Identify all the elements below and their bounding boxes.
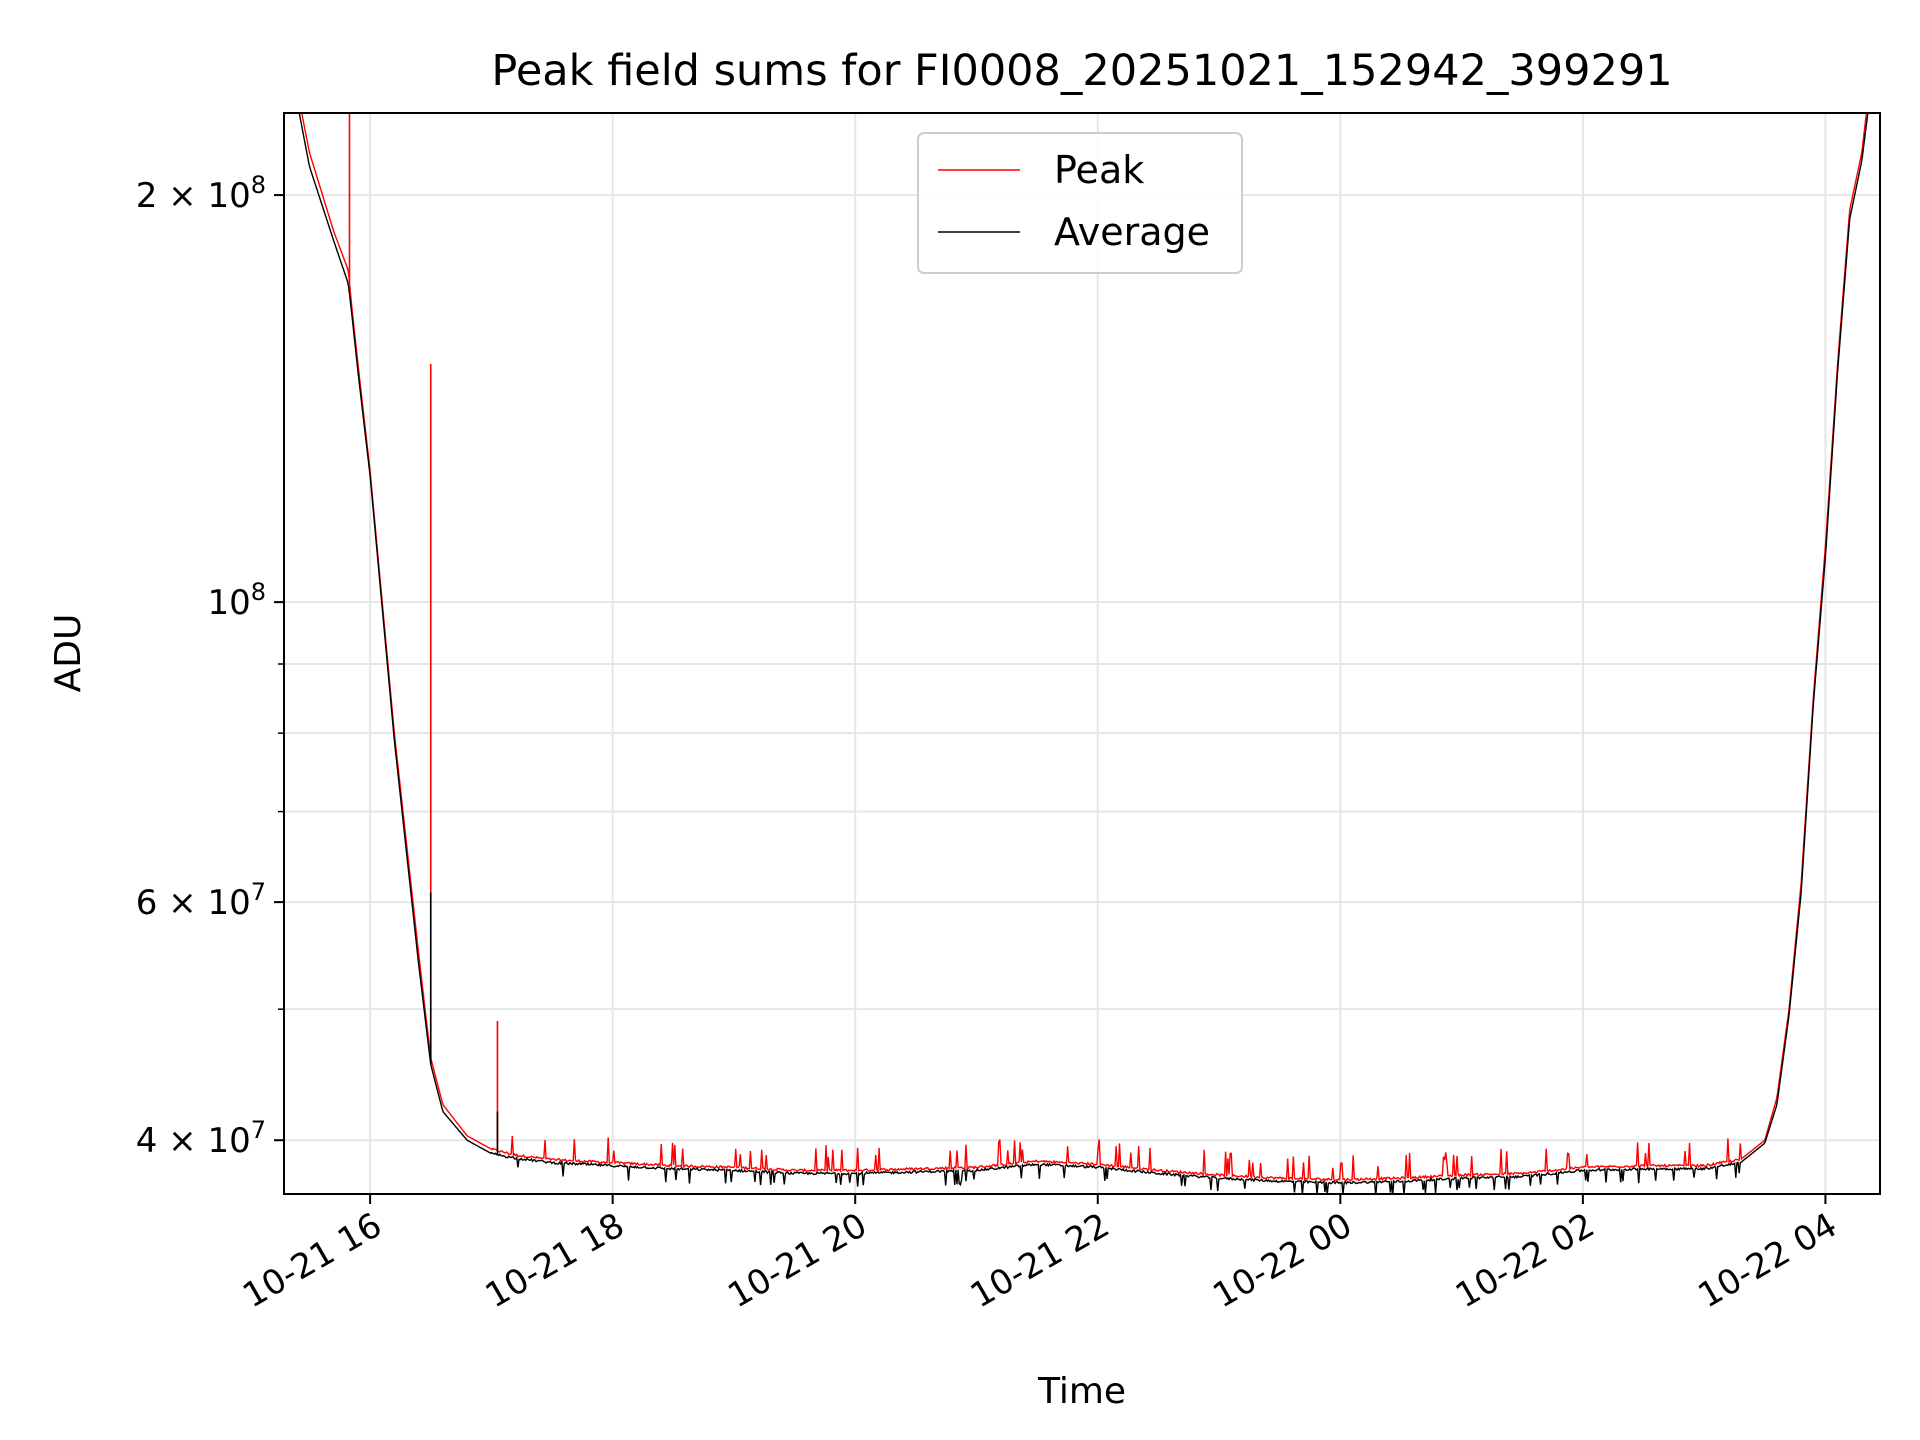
y-tick-label: 108 bbox=[207, 578, 266, 623]
plot-frame bbox=[283, 112, 1881, 1195]
y-tick-label: 4 × 107 bbox=[136, 1116, 266, 1161]
y-tick-label-exponent: 7 bbox=[251, 878, 266, 906]
legend: Peak Average bbox=[917, 132, 1243, 274]
y-axis-label: ADU bbox=[48, 614, 89, 693]
series-layer bbox=[298, 113, 1869, 1194]
series-line-peak bbox=[301, 113, 1868, 1182]
chart-title: Peak field sums for FI0008_20251021_1529… bbox=[491, 46, 1672, 96]
legend-box bbox=[917, 132, 1243, 274]
y-tick-label-base: 2 × 10 bbox=[136, 176, 251, 216]
y-tick-label-base: 4 × 10 bbox=[136, 1121, 251, 1161]
y-tick-label: 2 × 108 bbox=[136, 171, 266, 216]
y-tick-label-exponent: 8 bbox=[251, 171, 266, 199]
y-tick-label-exponent: 7 bbox=[251, 1116, 266, 1144]
series-line-average bbox=[298, 113, 1869, 1194]
x-axis-label: Time bbox=[1037, 1371, 1126, 1412]
y-tick-label-exponent: 8 bbox=[251, 578, 266, 606]
y-tick-label-base: 10 bbox=[207, 583, 250, 623]
y-tick-label: 6 × 107 bbox=[136, 878, 266, 923]
legend-label-peak: Peak bbox=[1054, 148, 1144, 192]
legend-label-average: Average bbox=[1054, 210, 1210, 254]
y-tick-label-base: 6 × 10 bbox=[136, 883, 251, 923]
